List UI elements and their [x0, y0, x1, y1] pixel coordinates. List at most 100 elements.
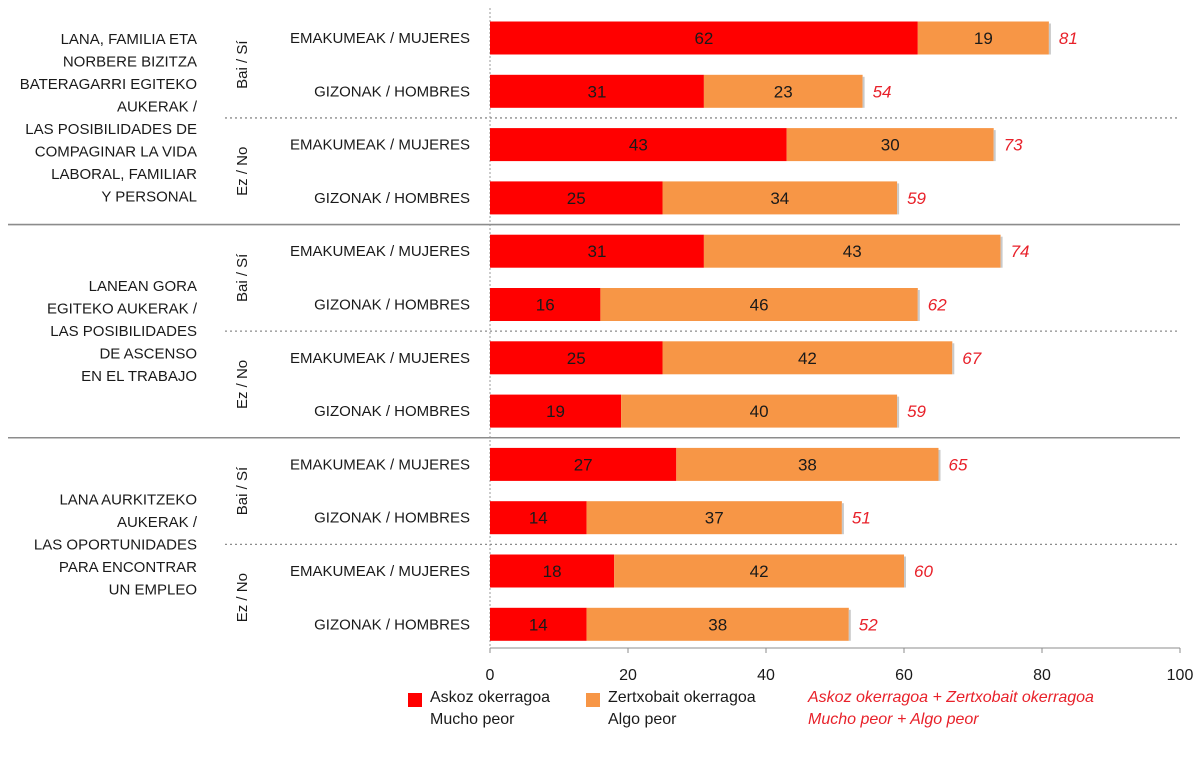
data-label-much-worse: 14: [529, 615, 548, 634]
data-label-somewhat-worse: 38: [708, 615, 727, 634]
bar-much-worse: [490, 21, 918, 55]
bar-much-worse: [490, 501, 587, 535]
data-label-much-worse: 25: [567, 349, 586, 368]
x-tick-label: 60: [895, 667, 913, 684]
group-label-line: UN EMPLEO: [109, 581, 197, 598]
data-label-total: 67: [962, 349, 981, 368]
legend-label-much-worse-eu: Askoz okerragoa: [430, 689, 551, 706]
data-label-total: 59: [907, 189, 926, 208]
bar-somewhat-worse: [786, 128, 994, 162]
row-label: GIZONAK / HOMBRES: [314, 190, 470, 207]
subgroup-label: Bai / Sí: [234, 253, 251, 302]
bar-somewhat-worse: [662, 341, 953, 375]
group-label-line: AUKERAK /: [117, 514, 198, 531]
data-label-total: 51: [852, 509, 871, 528]
row-label: GIZONAK / HOMBRES: [314, 616, 470, 633]
row-label: EMAKUMEAK / MUJERES: [290, 456, 470, 473]
bar-much-worse: [490, 341, 663, 375]
bar-somewhat-worse: [621, 394, 898, 428]
data-label-much-worse: 31: [587, 82, 606, 101]
row-label: GIZONAK / HOMBRES: [314, 510, 470, 527]
group-label-line: EN EL TRABAJO: [81, 368, 197, 385]
x-tick-label: 80: [1033, 667, 1051, 684]
group-label-line: LANA AURKITZEKO: [59, 491, 197, 508]
bar-much-worse: [490, 74, 704, 108]
stacked-bar-chart: EMAKUMEAK / MUJERES 62 19 81 GIZONAK / HOMBR…: [8, 8, 1194, 684]
data-label-somewhat-worse: 34: [770, 189, 789, 208]
data-label-total: 59: [907, 402, 926, 421]
group-label-line: DE ASCENSO: [99, 346, 197, 363]
data-label-somewhat-worse: 43: [843, 242, 862, 261]
data-label-total: 54: [873, 82, 892, 101]
data-label-much-worse: 14: [529, 509, 548, 528]
data-label-total: 65: [949, 455, 968, 474]
x-tick-label: 40: [757, 667, 775, 684]
bar-somewhat-worse: [676, 447, 939, 481]
subgroup-label: Ez / No: [234, 360, 251, 409]
bar-somewhat-worse: [917, 21, 1049, 55]
group-label-line: LANEAN GORA: [89, 278, 197, 295]
data-label-somewhat-worse: 37: [705, 509, 724, 528]
group-label-line: LABORAL, FAMILIAR: [51, 166, 197, 183]
data-label-somewhat-worse: 40: [750, 402, 769, 421]
row-label: EMAKUMEAK / MUJERES: [290, 563, 470, 580]
row-label: GIZONAK / HOMBRES: [314, 297, 470, 314]
bar-somewhat-worse: [614, 554, 904, 588]
data-label-somewhat-worse: 23: [774, 82, 793, 101]
data-label-total: 52: [859, 615, 878, 634]
group-label-line: Y PERSONAL: [101, 189, 197, 206]
legend-label-total-eu: Askoz okerragoa + Zertxobait okerragoa: [808, 689, 1094, 706]
data-label-somewhat-worse: 42: [798, 349, 817, 368]
subgroup-label: Bai / Sí: [234, 40, 251, 89]
data-label-much-worse: 18: [543, 562, 562, 581]
bar-much-worse: [490, 288, 601, 321]
data-label-total: 60: [914, 562, 933, 581]
data-label-total: 62: [928, 296, 947, 315]
data-label-somewhat-worse: 46: [750, 296, 769, 315]
subgroup-label: Ez / No: [234, 147, 251, 196]
data-label-much-worse: 16: [536, 296, 555, 315]
bar-much-worse: [490, 128, 787, 162]
data-label-total: 73: [1004, 136, 1023, 155]
bar-somewhat-worse: [586, 607, 849, 641]
row-label: EMAKUMEAK / MUJERES: [290, 137, 470, 154]
row-label: GIZONAK / HOMBRES: [314, 403, 470, 420]
data-label-somewhat-worse: 42: [750, 562, 769, 581]
bar-somewhat-worse: [600, 288, 918, 321]
row-label: EMAKUMEAK / MUJERES: [290, 350, 470, 367]
bar-somewhat-worse: [703, 74, 863, 108]
group-label-line: NORBERE BIZITZA: [63, 54, 197, 71]
data-label-much-worse: 43: [629, 136, 648, 155]
data-label-total: 74: [1011, 242, 1030, 261]
legend-swatch-somewhat-worse: [586, 693, 600, 707]
legend-label-total-es: Mucho peor + Algo peor: [808, 711, 979, 728]
group-label-line: EGITEKO AUKERAK /: [47, 301, 198, 318]
bar-much-worse: [490, 234, 704, 268]
group-label-line: AUKERAK /: [117, 99, 198, 116]
group-label-line: LAS POSIBILIDADES: [50, 323, 197, 340]
bar-somewhat-worse: [703, 234, 1001, 268]
bar-much-worse: [490, 554, 615, 588]
bar-somewhat-worse: [662, 181, 898, 215]
x-tick-label: 20: [619, 667, 637, 684]
data-label-somewhat-worse: 30: [881, 136, 900, 155]
x-tick-label: 0: [486, 667, 495, 684]
group-label-line: LAS POSIBILIDADES DE: [25, 121, 197, 138]
row-label: EMAKUMEAK / MUJERES: [290, 30, 470, 47]
group-label-line: PARA ENCONTRAR: [59, 559, 197, 576]
x-tick-label: 100: [1167, 667, 1194, 684]
row-label: EMAKUMEAK / MUJERES: [290, 243, 470, 260]
group-label-line: LANA, FAMILIA ETA: [61, 31, 197, 48]
data-label-much-worse: 27: [574, 455, 593, 474]
legend-item-total: Askoz okerragoa + Zertxobait okerragoa M…: [808, 687, 1094, 731]
legend: Askoz okerragoa Mucho peor Zertxobait ok…: [408, 687, 1198, 757]
bar-much-worse: [490, 447, 677, 481]
data-label-much-worse: 25: [567, 189, 586, 208]
group-label-line: COMPAGINAR LA VIDA: [35, 144, 197, 161]
subgroup-label: Ez / No: [234, 573, 251, 622]
bar-much-worse: [490, 394, 622, 428]
data-label-much-worse: 19: [546, 402, 565, 421]
legend-label-somewhat-worse-eu: Zertxobait okerragoa: [608, 689, 756, 706]
group-label-line: LAS OPORTUNIDADES: [34, 536, 197, 553]
data-label-total: 81: [1059, 29, 1078, 48]
